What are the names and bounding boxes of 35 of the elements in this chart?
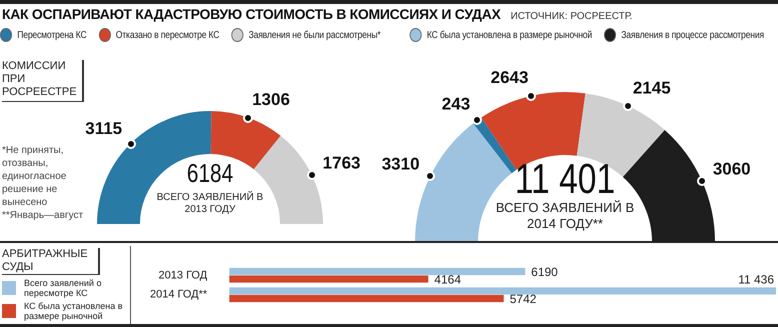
text: 6184: [186, 158, 234, 188]
legend-label: Всего заявлений о пересмотре КС: [24, 278, 102, 298]
legend-label: КС была установлена в размере рыночной: [24, 301, 124, 321]
data-label: 3310: [382, 154, 420, 174]
text: 11 401: [514, 155, 616, 202]
text: ВСЕГО ЗАЯВЛЕНИЙ В 2014 ГОДУ**: [494, 200, 636, 232]
y-tick-label: 2014 ГОД**: [150, 288, 208, 301]
text: *Не приняты, отозваны, единогласное решение не вынесено: [2, 144, 68, 209]
legend-label: КС была установлена в размере рыночной: [426, 30, 592, 40]
legend-label: Пересмотрена КС: [17, 30, 87, 40]
text: АРБИТРАЖНЫЕ СУДЫ: [2, 248, 100, 275]
data-label: 4164: [434, 272, 462, 286]
data-label: 6190: [531, 264, 558, 279]
data-label: 2643: [490, 68, 528, 87]
data-label: 243: [442, 94, 470, 114]
text: **Январь—август: [2, 209, 84, 222]
bar: [229, 294, 504, 302]
data-label: 11 436: [738, 272, 774, 287]
text: ИСТОЧНИК: РОСРЕЕСТР.: [510, 11, 632, 22]
data-label: 5742: [510, 292, 537, 306]
data-label: 1763: [322, 154, 360, 173]
legend-label: Заявления в процессе рассмотрения: [621, 30, 764, 40]
data-label: 3060: [712, 159, 751, 178]
chart-title: КАК ОСПАРИВАЮТ КАДАСТРОВУЮ СТОИМОСТЬ В КОМИССИЯХ И СУДАХ: [2, 6, 501, 22]
data-label: 2145: [632, 78, 671, 98]
y-tick-label: 2013 ГОД: [158, 269, 208, 282]
legend-label: Отказано в пересмотре КС: [116, 30, 220, 40]
bar: [229, 275, 428, 283]
bar: [229, 287, 776, 295]
data-label: 3115: [85, 118, 122, 138]
bar: [229, 268, 526, 276]
legend-label: Заявления не были рассмотрены*: [248, 30, 381, 40]
text: КОМИССИИ ПРИ РОСРЕЕСТРЕ: [2, 60, 84, 102]
data-label: 1306: [252, 90, 290, 109]
text: ВСЕГО ЗАЯВЛЕНИЙ В 2013 ГОДУ: [156, 192, 264, 216]
